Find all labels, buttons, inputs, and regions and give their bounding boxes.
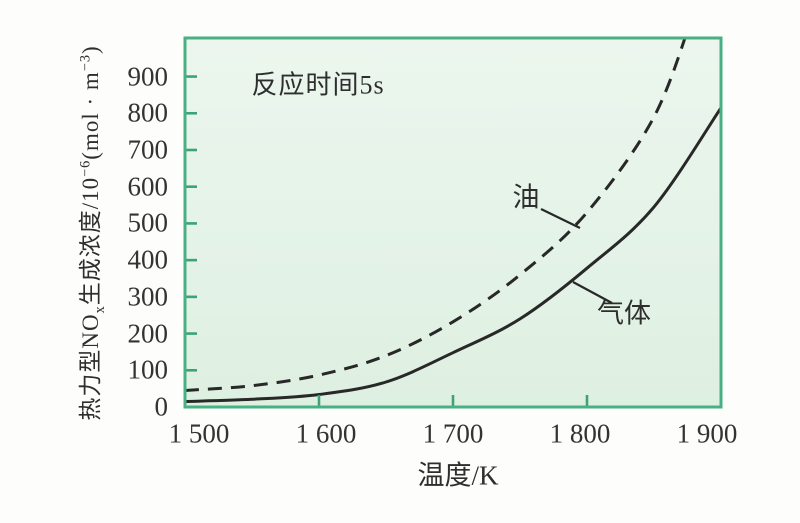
x-axis-title: 温度/K <box>417 460 499 491</box>
curve-gas <box>185 106 721 403</box>
y-tick-label: 600 <box>127 171 169 202</box>
y-tick-label: 800 <box>127 97 169 128</box>
y-axis-title-part: x <box>91 305 108 314</box>
y-axis-title-part: −6 <box>77 159 94 177</box>
y-tick-label: 400 <box>127 244 169 275</box>
y-tick-label: 500 <box>127 207 169 238</box>
y-tick-label: 900 <box>127 61 169 92</box>
gas-leader-line <box>572 281 613 304</box>
series-label-gas: 气体 <box>597 298 651 329</box>
y-axis-title: 热力型NOx生成浓度/10−6(mol · m−3) <box>71 45 109 420</box>
y-tick-label: 0 <box>154 391 169 422</box>
plot-border <box>183 36 723 409</box>
y-axis-title-part: −3 <box>77 54 94 72</box>
x-tick-label: 1 500 <box>168 418 230 449</box>
x-tick-label: 1 700 <box>422 418 484 449</box>
y-tick-label: 700 <box>127 134 169 165</box>
plot-background <box>185 38 721 407</box>
series-label-oil: 油 <box>512 182 540 213</box>
y-axis-title-part: ) <box>78 45 104 55</box>
y-tick-label: 100 <box>127 354 169 385</box>
x-tick-label: 1 800 <box>549 418 611 449</box>
curve-oil <box>185 38 687 392</box>
y-axis-title-part: 热力型NO <box>78 313 104 421</box>
y-tick-label: 300 <box>127 281 169 312</box>
x-tick-label: 1 900 <box>676 418 738 449</box>
y-tick-label: 200 <box>127 318 169 349</box>
oil-leader-line <box>540 208 581 229</box>
x-tick-label: 1 600 <box>295 418 357 449</box>
reaction-time-annotation: 反应时间5s <box>251 70 385 100</box>
y-axis-title-part: 生成浓度/10 <box>78 176 104 306</box>
y-axis-title-part: (mol · m <box>78 71 104 160</box>
